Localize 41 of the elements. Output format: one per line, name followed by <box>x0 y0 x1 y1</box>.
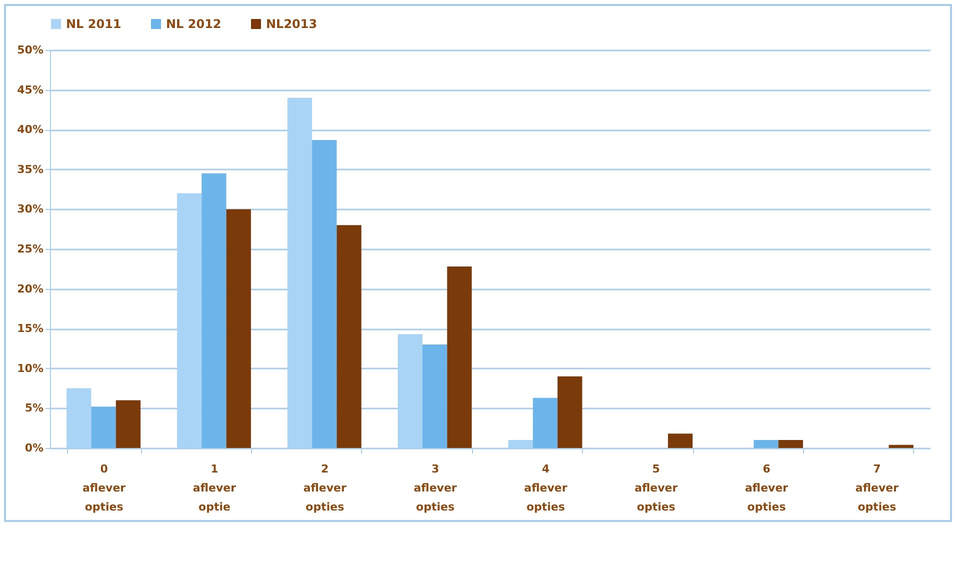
x-tick-label: 1 aflever optie <box>192 462 237 514</box>
bar <box>558 376 582 448</box>
y-tick-label: 25% <box>17 242 44 256</box>
y-tick-label: 20% <box>17 282 44 296</box>
x-tick-label: 7 aflever opties <box>855 462 900 514</box>
bar <box>312 140 337 448</box>
legend-label: NL 2011 <box>66 17 122 31</box>
x-tick-label: 2 aflever opties <box>303 462 347 514</box>
bar <box>398 334 422 448</box>
bar <box>532 398 558 448</box>
y-tick-label: 50% <box>17 44 44 56</box>
y-tick-label: 45% <box>17 83 44 96</box>
y-tick-label: 40% <box>17 123 44 136</box>
y-tick-label: 10% <box>17 362 44 375</box>
y-tick-label: 35% <box>17 162 44 176</box>
bar <box>226 209 251 448</box>
x-tick-label: 6 aflever opties <box>744 462 789 514</box>
bar <box>888 444 914 448</box>
x-tick-label: 5 aflever opties <box>634 462 678 514</box>
bar <box>287 98 312 448</box>
bar <box>176 193 202 448</box>
bar <box>508 440 533 448</box>
bar <box>447 266 472 448</box>
legend-label: NL2013 <box>266 17 318 31</box>
bar <box>66 388 92 448</box>
bar <box>336 225 362 448</box>
bar <box>116 400 141 448</box>
x-tick-label: 0 aflever opties <box>82 462 126 514</box>
bar <box>778 440 804 448</box>
x-tick-label: 4 aflever opties <box>524 462 568 514</box>
y-tick-label: 15% <box>17 322 44 336</box>
bar <box>422 344 448 448</box>
bar <box>91 406 116 448</box>
legend-label: NL 2012 <box>166 17 222 31</box>
y-tick-label: 5% <box>24 402 44 415</box>
y-tick-label: 30% <box>17 202 44 216</box>
bar <box>754 440 778 448</box>
y-tick-label: 0% <box>24 442 44 454</box>
bar <box>202 173 226 448</box>
bar <box>668 434 693 448</box>
x-tick-label: 3 aflever opties <box>414 462 458 514</box>
